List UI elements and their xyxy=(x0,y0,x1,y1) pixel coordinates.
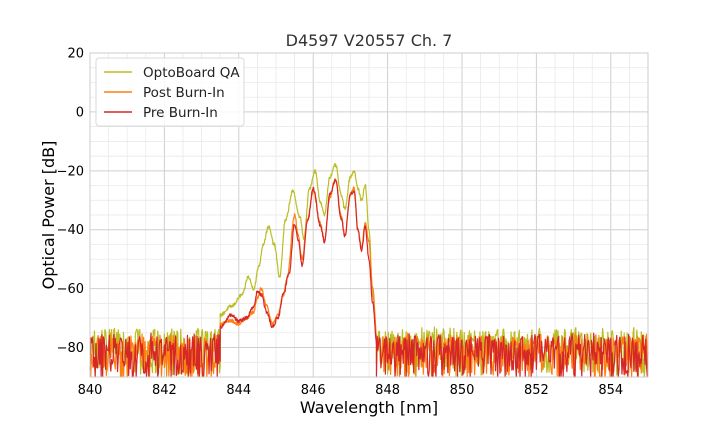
x-tick-label: 852 xyxy=(524,383,549,398)
x-tick-label: 840 xyxy=(78,383,103,398)
x-tick-label: 842 xyxy=(152,383,177,398)
legend-label-optoboard-qa: OptoBoard QA xyxy=(143,65,240,81)
y-tick-label: 20 xyxy=(67,47,84,62)
y-tick-label: −40 xyxy=(57,223,84,238)
y-tick-labels: 20 0 −20 −40 −60 −80 xyxy=(57,47,84,357)
series-layer xyxy=(89,163,649,378)
legend-label-pre-burn-in: Pre Burn-In xyxy=(143,105,218,121)
legend-box xyxy=(95,57,245,127)
x-tick-labels: 840 842 844 846 848 850 852 854 xyxy=(78,383,624,398)
plot-frame xyxy=(89,52,649,378)
y-tick-label: −20 xyxy=(57,164,84,179)
x-tick-label: 848 xyxy=(375,383,400,398)
x-tick-label: 850 xyxy=(450,383,475,398)
y-tick-label: −60 xyxy=(57,282,84,297)
x-tick-label: 844 xyxy=(226,383,251,398)
legend: OptoBoard QA Post Burn-In Pre Burn-In xyxy=(95,57,245,127)
series-line-pre-burn-in xyxy=(89,178,649,378)
x-tick-label: 846 xyxy=(301,383,326,398)
y-axis-label: Optical Power [dB] xyxy=(39,141,58,290)
x-tick-label: 854 xyxy=(598,383,623,398)
y-tick-label: 0 xyxy=(76,105,84,120)
legend-label-post-burn-in: Post Burn-In xyxy=(143,85,225,101)
chart-title: D4597 V20557 Ch. 7 xyxy=(286,31,453,50)
x-axis-label: Wavelength [nm] xyxy=(300,398,438,417)
y-tick-label: −80 xyxy=(57,341,84,356)
